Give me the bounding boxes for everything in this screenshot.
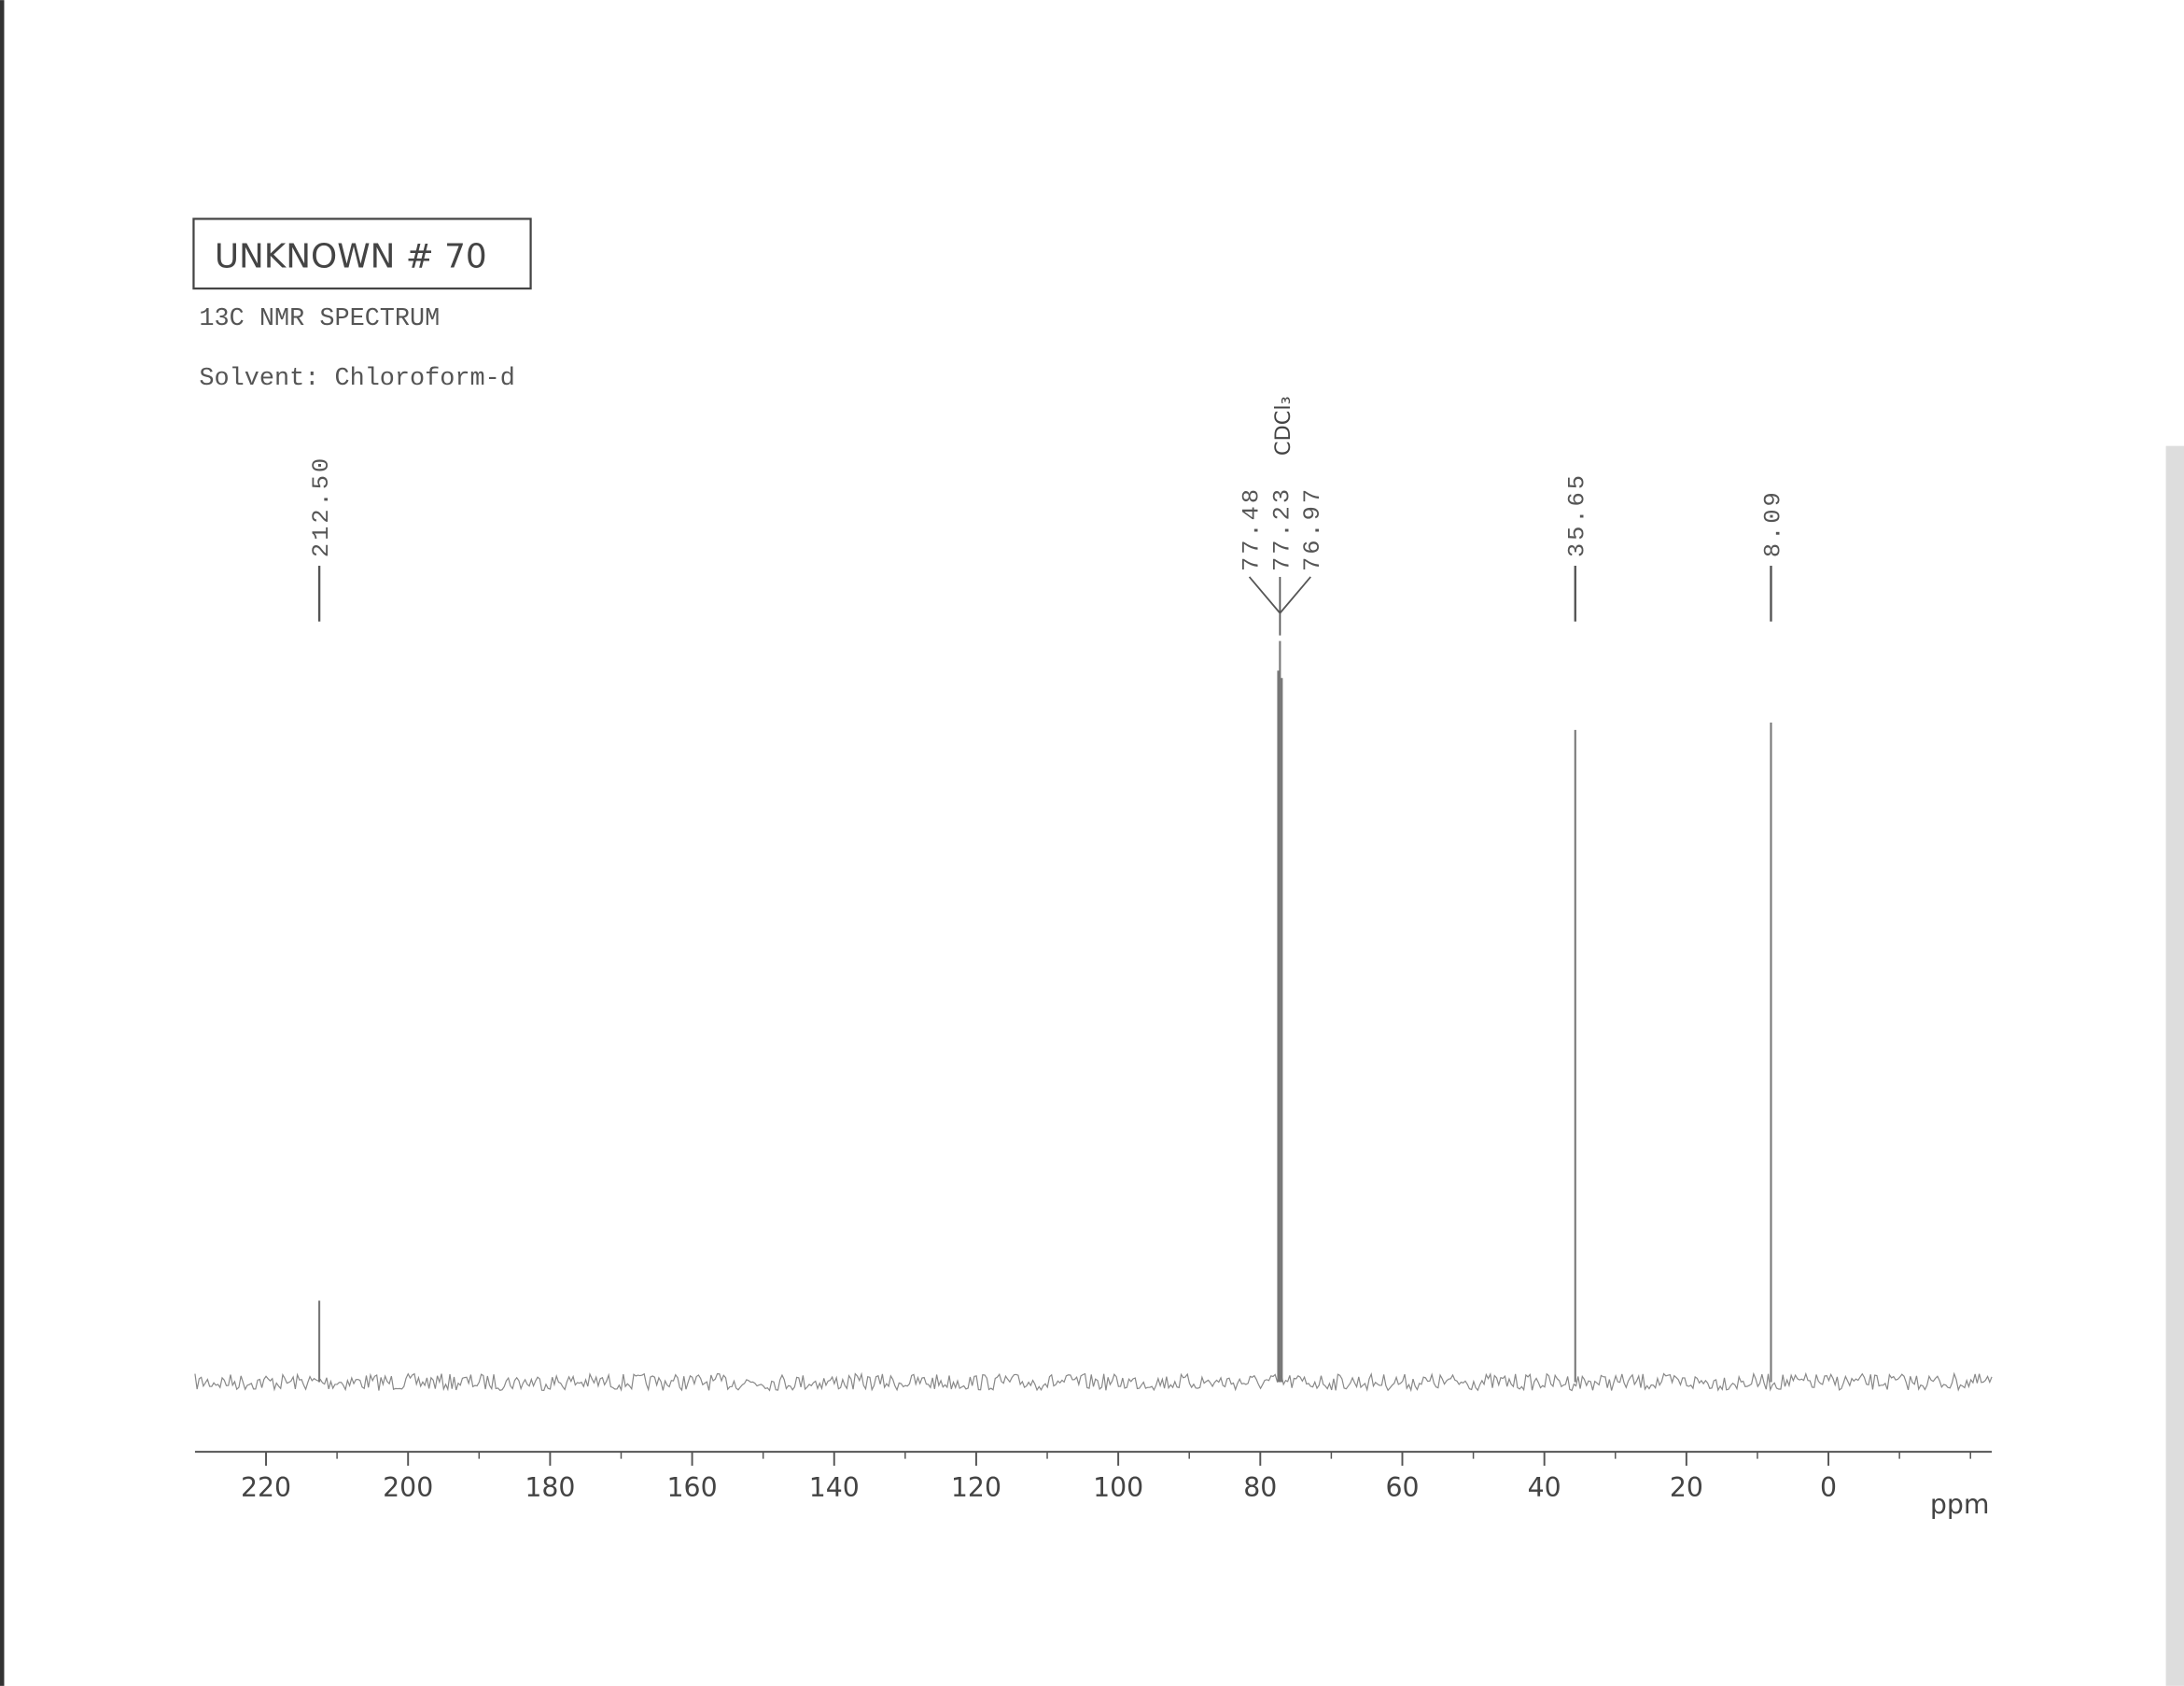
x-tick-label: 100 [1093, 1472, 1143, 1503]
title-box [192, 218, 532, 290]
chart-title: UNKNOWN # 70 [215, 238, 487, 276]
x-tick-label: 180 [525, 1472, 575, 1503]
x-tick-label: 20 [1670, 1472, 1703, 1503]
label-leader [1279, 576, 1311, 614]
x-axis-label: ppm [1930, 1489, 1990, 1520]
peak-label: 8.09 [1759, 489, 1786, 557]
label-leader [1248, 576, 1281, 614]
baseline-noise [194, 1371, 1993, 1393]
subtitle: 13C NMR SPECTRUM [199, 305, 440, 333]
x-tick-label: 120 [951, 1472, 1001, 1503]
x-tick-label: 60 [1385, 1472, 1419, 1503]
x-tick-label: 0 [1820, 1472, 1837, 1503]
peak-label: 77.48 [1239, 486, 1266, 571]
peak-label: 212.50 [308, 456, 335, 557]
peak-label: 77.23 [1268, 486, 1295, 571]
x-tick-label: 140 [809, 1472, 860, 1503]
x-tick-label: 220 [241, 1472, 291, 1503]
peak-label: 76.97 [1299, 486, 1326, 571]
scan-shadow [2165, 445, 2184, 1686]
annotation: CDCl₃ [1271, 396, 1295, 456]
scan-edge [0, 0, 5, 1686]
peak-label: 35.65 [1564, 472, 1591, 557]
x-tick-label: 160 [667, 1472, 718, 1503]
x-tick-label: 80 [1243, 1472, 1277, 1503]
x-tick-label: 40 [1528, 1472, 1561, 1503]
solvent: Solvent: Chloroform-d [199, 365, 514, 393]
x-tick-label: 200 [383, 1472, 433, 1503]
